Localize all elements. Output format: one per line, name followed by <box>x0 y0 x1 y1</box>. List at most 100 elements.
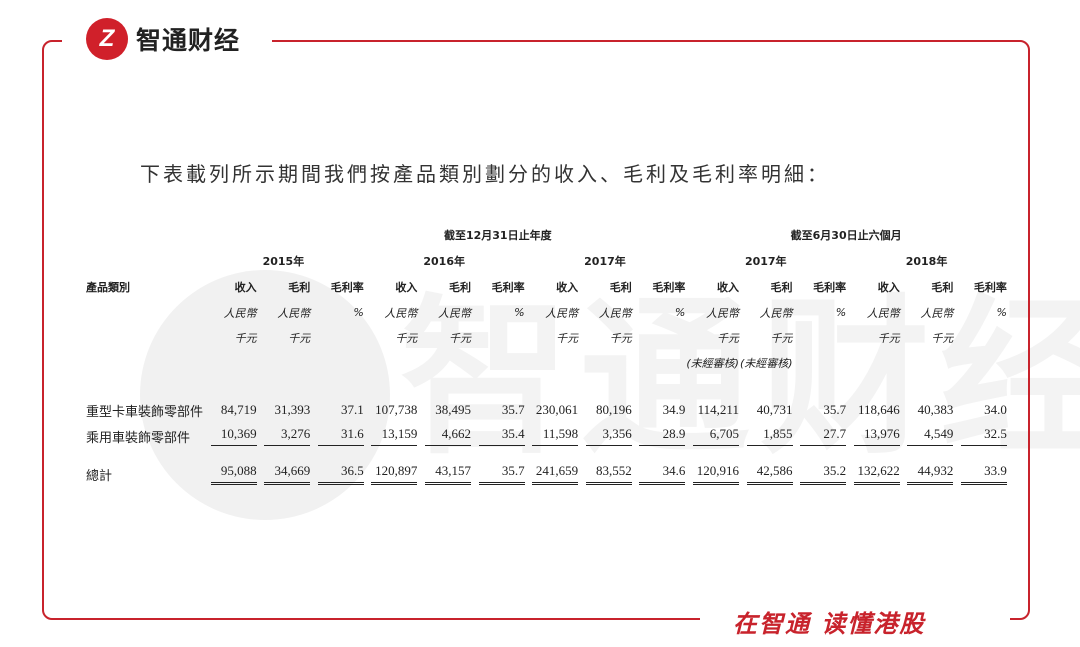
cell-value: 118,646 <box>857 402 900 417</box>
column-header: 收入 <box>556 281 579 294</box>
unit-label: 千元 <box>448 331 471 345</box>
cell-value: 38,495 <box>435 402 471 417</box>
cell-value: 35.2 <box>793 461 847 487</box>
cell-value: 34.0 <box>984 402 1007 417</box>
row-label: 重型卡車裝飾零部件 <box>86 404 204 420</box>
unit-label: 人民幣 <box>598 306 632 320</box>
column-header: 毛利 <box>609 281 632 294</box>
cell-value: 3,356 <box>578 423 632 449</box>
unit-label: 千元 <box>931 331 954 345</box>
cell-value: 35.4 <box>471 423 525 449</box>
column-header: 毛利 <box>770 281 793 294</box>
cell-value: 120,916 <box>685 461 739 487</box>
unaudited-note: (未經審核) <box>686 356 739 370</box>
table-row: 重型卡車裝飾零部件 84,719 31,393 37.1 107,738 38,495 35… <box>86 397 1007 423</box>
cell-value: 31.6 <box>310 423 364 449</box>
unit-label: 千元 <box>716 331 739 345</box>
cell-value: 28.9 <box>632 423 686 449</box>
unit-label <box>793 325 847 350</box>
year-header: 2015年 <box>262 255 305 268</box>
cell-value: 84,719 <box>220 402 257 417</box>
watermark-logo <box>140 270 390 520</box>
unit-label: 人民幣 <box>384 306 418 320</box>
unit-label: % <box>835 306 847 319</box>
unit-label: 人民幣 <box>866 306 900 320</box>
cell-value: 132,622 <box>846 461 900 487</box>
period-header: 截至6月30日止六個月 <box>790 229 902 242</box>
cell-value: 33.9 <box>953 461 1007 487</box>
cell-value: 44,932 <box>900 461 954 487</box>
cell-value: 42,586 <box>739 461 793 487</box>
cell-value: 10,369 <box>203 423 257 449</box>
cell-value: 35.7 <box>823 402 847 417</box>
unaudited-note: (未經審核) <box>739 356 793 370</box>
unit-label: 千元 <box>609 331 632 345</box>
cell-value: 4,549 <box>900 423 954 449</box>
cell-value: 114,211 <box>697 402 739 417</box>
year-header: 2017年 <box>584 255 626 268</box>
cell-value: 31,393 <box>274 402 311 417</box>
column-header: 毛利率 <box>652 281 686 294</box>
category-header: 產品類別 <box>86 281 130 294</box>
cell-value: 230,061 <box>535 402 579 417</box>
cell-value: 43,157 <box>417 461 471 487</box>
table-row: 乘用車裝飾零部件 10,369 3,276 31.6 13,159 4,662 35.4 11… <box>86 423 1007 449</box>
cell-value: 40,731 <box>756 402 793 417</box>
unit-label: 千元 <box>556 331 579 345</box>
cell-value: 95,088 <box>203 461 257 487</box>
cell-value: 4,662 <box>417 423 471 449</box>
column-header: 收入 <box>234 281 257 294</box>
cell-value: 11,598 <box>525 423 579 449</box>
logo-mark-icon: Z <box>86 18 128 60</box>
revenue-table: 截至12月31日止年度 截至6月30日止六個月 2015年 2016年 2017年 201… <box>86 222 1007 487</box>
cell-value: 32.5 <box>953 423 1007 449</box>
column-header: 收入 <box>877 281 900 294</box>
year-header: 2016年 <box>423 255 465 268</box>
unit-label <box>471 325 525 350</box>
cell-value: 13,976 <box>846 423 900 449</box>
cell-value: 34.9 <box>662 402 686 417</box>
column-header: 收入 <box>395 281 418 294</box>
cell-value: 120,897 <box>364 461 418 487</box>
unit-label: 人民幣 <box>277 306 311 320</box>
year-header: 2018年 <box>905 255 948 268</box>
unit-label: 千元 <box>877 331 900 345</box>
unit-label: 千元 <box>288 331 311 345</box>
unit-label: 人民幣 <box>223 306 257 320</box>
row-label: 乘用車裝飾零部件 <box>86 430 191 446</box>
page-frame <box>42 40 1030 620</box>
unit-label: % <box>514 306 525 319</box>
unit-label: 千元 <box>234 331 257 345</box>
cell-value: 35.7 <box>501 402 525 417</box>
unit-label: 人民幣 <box>545 306 579 320</box>
unit-label <box>310 325 364 350</box>
cell-value: 34.6 <box>632 461 686 487</box>
cell-value: 40,383 <box>917 402 954 417</box>
cell-value: 37.1 <box>341 402 364 417</box>
unit-label: % <box>674 306 686 319</box>
slogan: 在智通 读懂港股 <box>733 610 926 638</box>
unit-label <box>632 325 686 350</box>
column-header: 毛利率 <box>491 281 525 294</box>
cell-value: 83,552 <box>578 461 632 487</box>
unit-label: 人民幣 <box>759 306 793 320</box>
column-header: 毛利率 <box>973 281 1007 294</box>
cell-value: 3,276 <box>257 423 311 449</box>
cell-value: 13,159 <box>364 423 418 449</box>
year-header: 2017年 <box>744 255 787 268</box>
unit-label: % <box>353 306 364 319</box>
unit-label <box>953 325 1007 350</box>
unit-label: 人民幣 <box>920 306 954 320</box>
brand-logo: Z 智通财经 <box>86 18 240 60</box>
unit-label: 千元 <box>770 331 793 345</box>
column-header: 毛利率 <box>330 281 364 294</box>
intro-text: 下表載列所示期間我們按產品類別劃分的收入、毛利及毛利率明細： <box>140 162 830 186</box>
column-header: 毛利 <box>931 281 954 294</box>
cell-value: 35.7 <box>471 461 525 487</box>
cell-value: 36.5 <box>310 461 364 487</box>
logo-text: 智通财经 <box>136 26 241 55</box>
cell-value: 80,196 <box>596 402 632 417</box>
cell-value: 1,855 <box>739 423 793 449</box>
cell-value: 241,659 <box>525 461 579 487</box>
column-header: 毛利 <box>288 281 311 294</box>
